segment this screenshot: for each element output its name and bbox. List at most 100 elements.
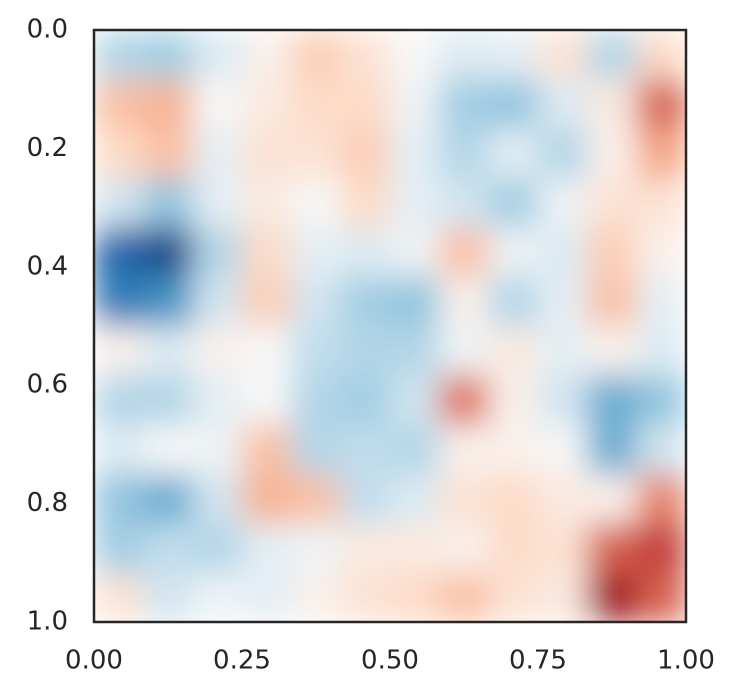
heatmap-cell: [94, 474, 144, 524]
heatmap-cell: [291, 178, 342, 228]
heatmap-cell: [587, 276, 638, 327]
heatmap-cell: [439, 227, 490, 278]
heatmap-cell: [488, 375, 539, 426]
heatmap-cells: [94, 30, 686, 622]
heatmap-cell: [340, 178, 391, 228]
heatmap-cell: [340, 572, 391, 622]
heatmap-cell: [439, 523, 490, 574]
heatmap-cell: [538, 572, 588, 622]
heatmap-cell: [291, 424, 342, 475]
heatmap-cell: [143, 375, 194, 426]
heatmap-cell: [94, 30, 144, 80]
heatmap-cell: [192, 375, 243, 426]
heatmap-cell: [488, 178, 539, 228]
heatmap-cell: [291, 326, 342, 376]
heatmap-cell: [390, 79, 440, 130]
heatmap-cell: [94, 178, 144, 228]
heatmap-cell: [242, 474, 292, 524]
heatmap-cell: [340, 474, 391, 524]
heatmap-cell: [538, 474, 588, 524]
heatmap-cell: [143, 227, 194, 278]
heatmap-cell: [340, 30, 391, 80]
heatmap-cell: [340, 276, 391, 327]
heatmap-cell: [538, 30, 588, 80]
heatmap-cell: [192, 474, 243, 524]
heatmap-cell: [242, 572, 292, 622]
heatmap-cell: [439, 474, 490, 524]
y-tick-label: 0.8: [27, 488, 68, 518]
heatmap-cell: [538, 128, 588, 179]
heatmap-cell: [340, 227, 391, 278]
heatmap-cell: [143, 128, 194, 179]
heatmap-cell: [488, 79, 539, 130]
y-tick-label: 1.0: [27, 607, 68, 637]
heatmap-cell: [390, 276, 440, 327]
y-tick-label: 0.4: [27, 251, 68, 281]
heatmap-cell: [192, 178, 243, 228]
heatmap-cell: [636, 424, 686, 475]
heatmap-cell: [94, 375, 144, 426]
heatmap-cell: [587, 375, 638, 426]
heatmap-cell: [143, 424, 194, 475]
heatmap-cell: [390, 523, 440, 574]
heatmap-cell: [291, 572, 342, 622]
heatmap-cell: [538, 326, 588, 376]
heatmap-cell: [439, 79, 490, 130]
heatmap-cell: [488, 474, 539, 524]
heatmap-cell: [636, 326, 686, 376]
heatmap-cell: [390, 227, 440, 278]
y-tick-label: 0.6: [27, 370, 68, 400]
heatmap-cell: [488, 227, 539, 278]
heatmap-cell: [242, 178, 292, 228]
heatmap-cell: [488, 572, 539, 622]
heatmap-cell: [340, 79, 391, 130]
plot-area: [94, 30, 686, 622]
heatmap-cell: [192, 523, 243, 574]
heatmap-cell: [538, 276, 588, 327]
heatmap-cell: [488, 30, 539, 80]
x-tick-label: 1.00: [657, 646, 715, 676]
heatmap-cell: [538, 375, 588, 426]
y-tick-label: 0.0: [27, 15, 68, 45]
heatmap-cell: [94, 572, 144, 622]
heatmap-cell: [291, 474, 342, 524]
heatmap-cell: [94, 79, 144, 130]
heatmap-cell: [94, 523, 144, 574]
heatmap-cell: [242, 375, 292, 426]
heatmap-cell: [242, 30, 292, 80]
heatmap-cell: [143, 326, 194, 376]
heatmap-cell: [143, 30, 194, 80]
heatmap-cell: [242, 128, 292, 179]
heatmap-cell: [143, 276, 194, 327]
heatmap-cell: [439, 128, 490, 179]
heatmap-cell: [94, 227, 144, 278]
heatmap-cell: [143, 474, 194, 524]
heatmap-cell: [94, 424, 144, 475]
heatmap-cell: [390, 128, 440, 179]
heatmap-cell: [636, 227, 686, 278]
heatmap-cell: [242, 276, 292, 327]
heatmap-cell: [439, 375, 490, 426]
heatmap-cell: [636, 375, 686, 426]
heatmap-cell: [143, 572, 194, 622]
heatmap-cell: [439, 572, 490, 622]
heatmap-cell: [538, 227, 588, 278]
heatmap-cell: [538, 523, 588, 574]
heatmap-cell: [242, 523, 292, 574]
heatmap-cell: [291, 375, 342, 426]
heatmap-cell: [439, 178, 490, 228]
heatmap-cell: [439, 326, 490, 376]
heatmap-cell: [587, 474, 638, 524]
heatmap-cell: [291, 227, 342, 278]
heatmap-cell: [538, 79, 588, 130]
heatmap-cell: [488, 424, 539, 475]
heatmap-cell: [340, 326, 391, 376]
heatmap-cell: [587, 30, 638, 80]
heatmap-cell: [192, 276, 243, 327]
heatmap-cell: [94, 276, 144, 327]
heatmap-cell: [636, 178, 686, 228]
heatmap-cell: [340, 375, 391, 426]
heatmap-cell: [488, 523, 539, 574]
heatmap-cell: [340, 523, 391, 574]
